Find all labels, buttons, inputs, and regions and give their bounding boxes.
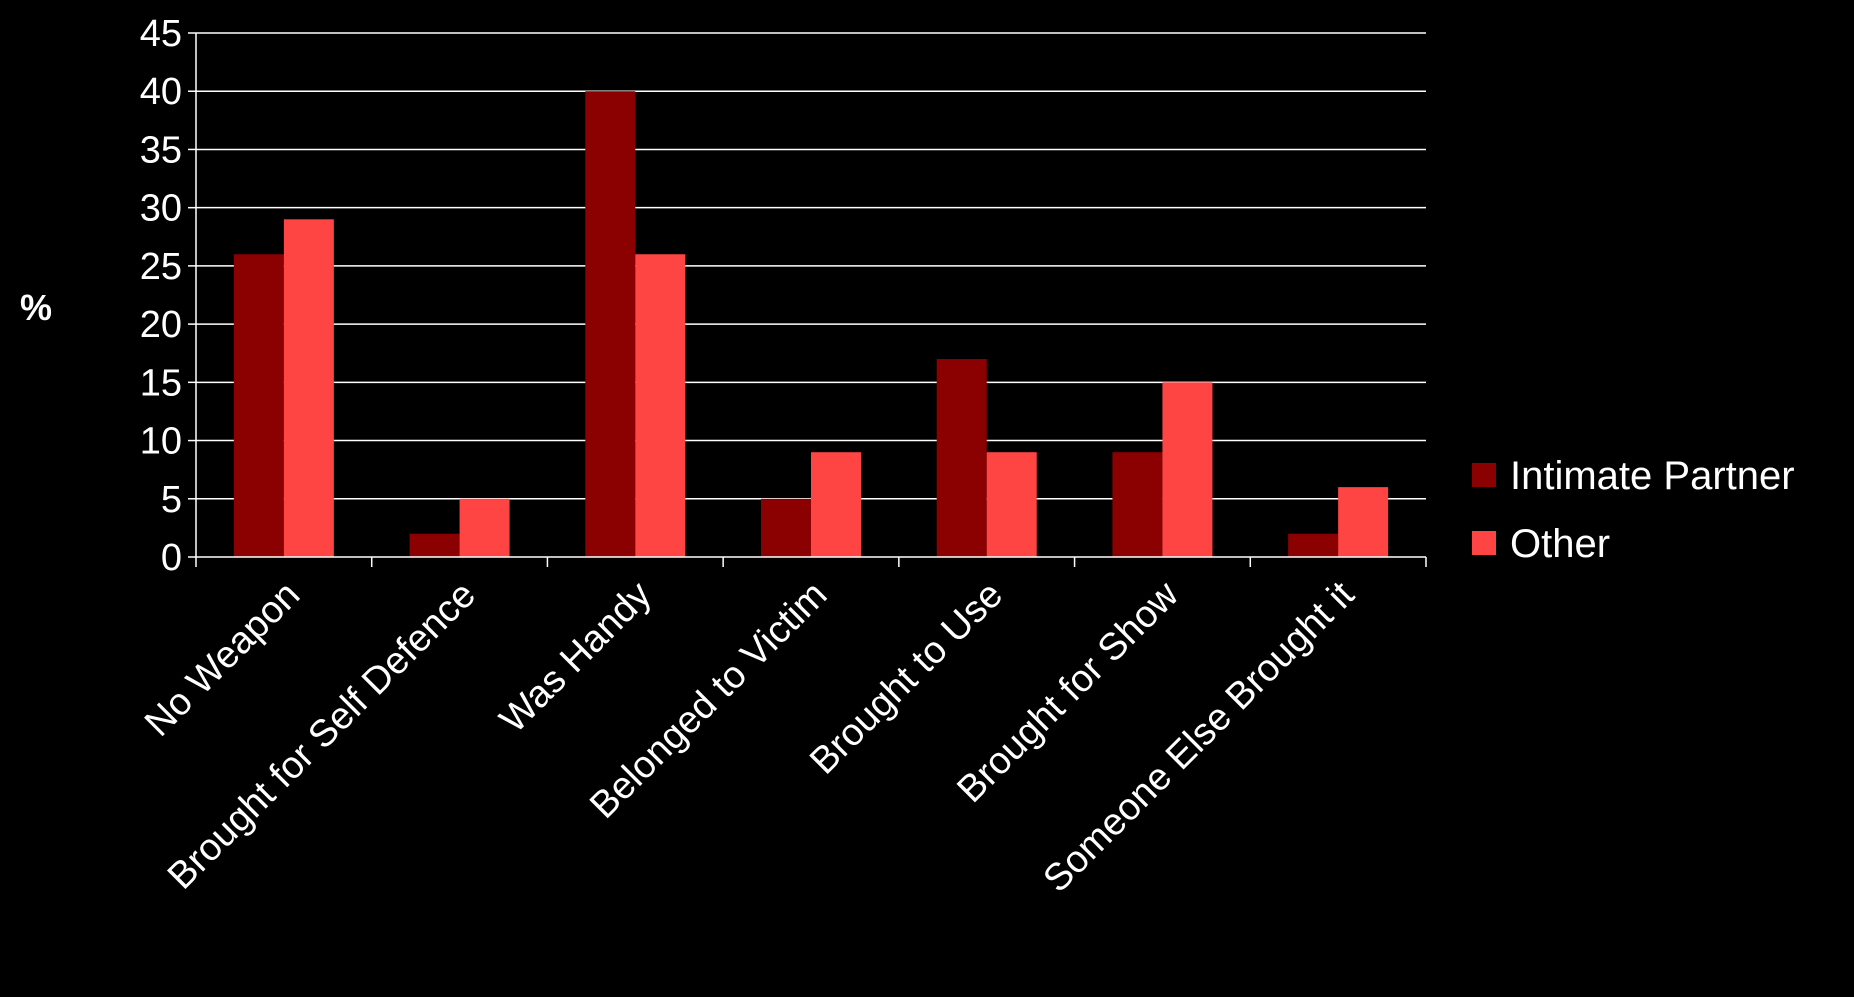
y-tick-label: 20 — [140, 304, 182, 346]
x-category-label: Brought for Self Defence — [160, 574, 484, 898]
legend-label-intimate-partner: Intimate Partner — [1510, 454, 1795, 498]
y-axis-label: % — [20, 287, 52, 328]
legend-swatch-other — [1472, 531, 1496, 555]
y-tick-label: 40 — [140, 71, 182, 113]
gridlines — [196, 32, 1426, 500]
y-tick-label: 10 — [140, 421, 182, 463]
y-tick-label: 35 — [140, 129, 182, 171]
bar-other-someone-else-brought-it — [1338, 487, 1389, 557]
y-tick-label: 5 — [161, 479, 182, 521]
bar-other-belonged-to-victim — [811, 452, 861, 557]
x-category-label: No Weapon — [137, 574, 308, 745]
bar-other-brought-for-show — [1162, 382, 1213, 557]
bar-intimate-partner-brought-to-use — [936, 359, 987, 557]
axes — [188, 32, 1427, 567]
legend-label-other: Other — [1510, 522, 1610, 566]
legend-swatch-intimate-partner — [1472, 463, 1496, 487]
bar-intimate-partner-brought-for-self-defence — [409, 533, 460, 557]
bar-intimate-partner-brought-for-show — [1112, 452, 1163, 557]
x-category-label: Was Handy — [492, 574, 660, 742]
bars — [233, 91, 1389, 558]
bar-intimate-partner-someone-else-brought-it — [1288, 533, 1339, 557]
bar-other-no-weapon — [283, 219, 334, 558]
legend: Intimate Partner Other — [1472, 454, 1795, 566]
y-tick-label: 0 — [161, 537, 182, 579]
bar-other-brought-to-use — [986, 452, 1037, 557]
bar-other-brought-for-self-defence — [459, 498, 510, 557]
y-tick-label: 25 — [140, 246, 182, 288]
y-tick-label: 45 — [140, 13, 182, 55]
bar-other-was-handy — [635, 254, 686, 557]
y-tick-label: 15 — [140, 362, 182, 404]
y-tick-label: 30 — [140, 188, 182, 230]
x-category-label: Someone Else Brought it — [1036, 573, 1363, 900]
y-tick-labels: 0 5 10 15 20 25 30 35 40 45 — [140, 13, 182, 579]
bar-intimate-partner-was-handy — [585, 91, 636, 557]
bar-intimate-partner-no-weapon — [233, 254, 284, 557]
bar-intimate-partner-belonged-to-victim — [761, 498, 811, 557]
